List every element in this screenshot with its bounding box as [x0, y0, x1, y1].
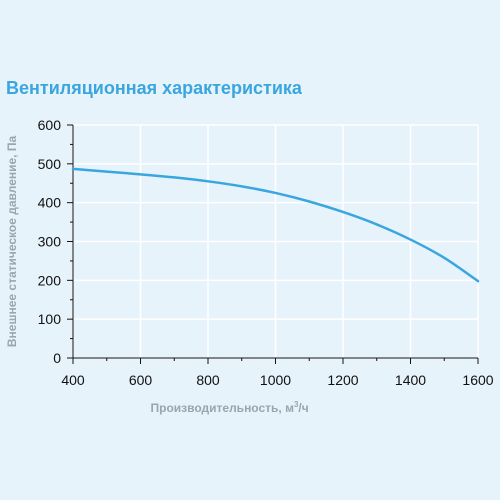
- chart-title: Вентиляционная характеристика: [6, 78, 302, 98]
- x-tick-label: 1000: [260, 372, 291, 388]
- y-tick-label: 500: [38, 156, 62, 172]
- y-tick-label: 100: [38, 311, 62, 327]
- y-tick-label: 400: [38, 195, 62, 211]
- y-tick-label: 600: [38, 117, 62, 133]
- x-tick-label: 1600: [462, 372, 493, 388]
- x-tick-label: 600: [129, 372, 153, 388]
- y-tick-label: 0: [53, 350, 61, 366]
- x-axis-title: Производительность, м3/ч: [151, 400, 309, 415]
- y-tick-label: 300: [38, 234, 62, 250]
- y-axis-title: Внешнее статическое давление, Па: [5, 136, 19, 348]
- y-tick-label: 200: [38, 272, 62, 288]
- x-tick-label: 800: [196, 372, 220, 388]
- x-tick-label: 400: [61, 372, 85, 388]
- x-tick-label: 1200: [327, 372, 358, 388]
- x-tick-label: 1400: [395, 372, 426, 388]
